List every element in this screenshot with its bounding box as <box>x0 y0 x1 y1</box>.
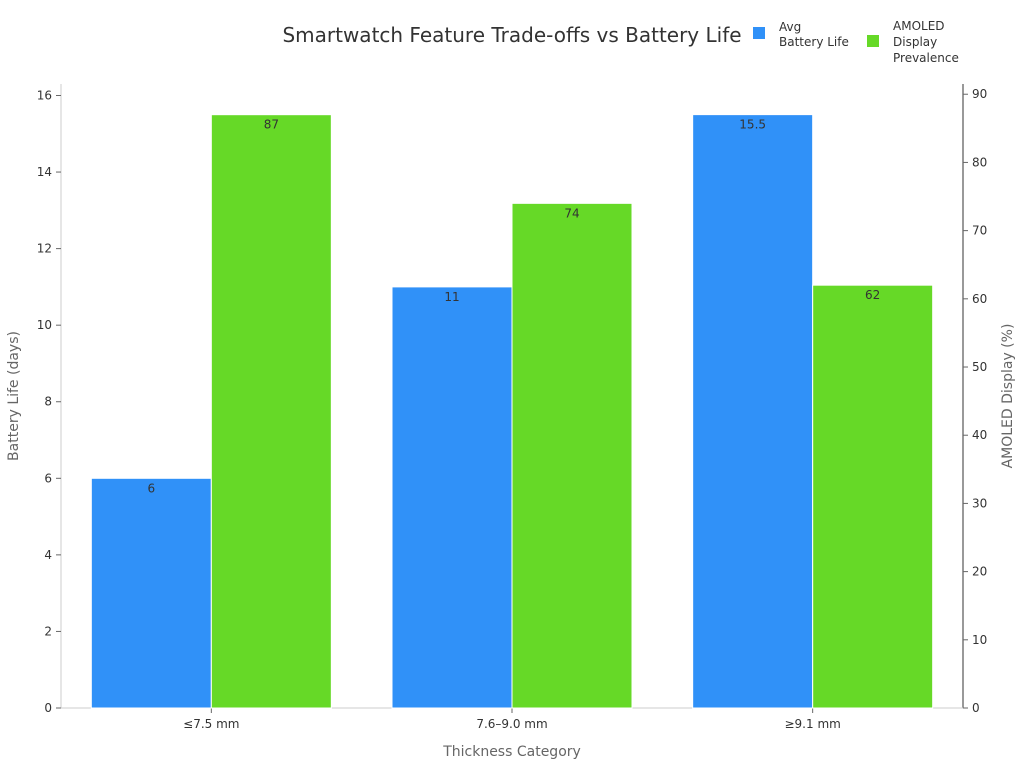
data-label-battery-life: 6 <box>148 481 156 495</box>
legend-swatch-battery <box>753 27 765 39</box>
data-label-amoled-display: 74 <box>564 206 579 220</box>
y-axis-left-label: Battery Life (days) <box>6 331 22 461</box>
legend-label-amoled: AMOLED Display Prevalence <box>893 19 959 65</box>
data-label-amoled-display: 62 <box>865 288 880 302</box>
bar-battery-life <box>90 477 212 709</box>
legend-label-battery: Avg Battery Life <box>779 20 849 49</box>
legend-label-battery-line1: Avg <box>779 20 801 34</box>
y-right-tick-label: 50 <box>972 360 987 374</box>
y-left-tick-label: 4 <box>44 548 52 562</box>
y-left-tick-label: 8 <box>44 395 52 409</box>
y-left-tick-label: 0 <box>44 701 52 715</box>
y-right-tick-label: 60 <box>972 292 987 306</box>
chart-title: Smartwatch Feature Trade-offs vs Battery… <box>282 23 741 47</box>
y-right-tick-label: 40 <box>972 428 987 442</box>
data-labels: 6 87 11 74 15.5 62 <box>148 118 881 496</box>
y-left-tick-label: 10 <box>37 318 52 332</box>
bars <box>90 114 934 709</box>
y-left-tick-label: 2 <box>44 624 52 638</box>
legend: Avg Battery Life AMOLED Display Prevalen… <box>753 19 959 65</box>
y-right-tick-label: 10 <box>972 633 987 647</box>
y-axis-right-label: AMOLED Display (%) <box>1000 324 1016 469</box>
legend-swatch-amoled <box>867 35 879 47</box>
data-label-amoled-display: 87 <box>264 118 279 132</box>
legend-label-amoled-line3: Prevalence <box>893 51 959 65</box>
legend-label-battery-line2: Battery Life <box>779 35 849 49</box>
x-tick-label: ≥9.1 mm <box>784 717 840 731</box>
bar-amoled-display <box>511 202 633 709</box>
bar-amoled-display <box>210 114 332 709</box>
y-left-tick-label: 16 <box>37 88 52 102</box>
x-axis-label: Thickness Category <box>442 744 581 760</box>
data-label-battery-life: 11 <box>444 290 459 304</box>
y-right-tick-label: 90 <box>972 87 987 101</box>
y-right-tick-label: 70 <box>972 224 987 238</box>
y-left-tick-label: 12 <box>37 242 52 256</box>
y-left-tick-label: 6 <box>44 471 52 485</box>
y-right-tick-label: 20 <box>972 565 987 579</box>
y-right-tick-label: 80 <box>972 155 987 169</box>
x-tick-label: ≤7.5 mm <box>183 717 239 731</box>
legend-label-amoled-line1: AMOLED <box>893 19 945 33</box>
bar-amoled-display <box>812 284 934 709</box>
bar-battery-life <box>391 286 513 709</box>
bar-battery-life <box>692 114 814 709</box>
y-left-tick-label: 14 <box>37 165 52 179</box>
y-right-tick-label: 30 <box>972 496 987 510</box>
y-right-tick-label: 0 <box>972 701 980 715</box>
x-tick-label: 7.6–9.0 mm <box>476 717 547 731</box>
data-label-battery-life: 15.5 <box>739 118 766 132</box>
legend-label-amoled-line2: Display <box>893 35 937 49</box>
